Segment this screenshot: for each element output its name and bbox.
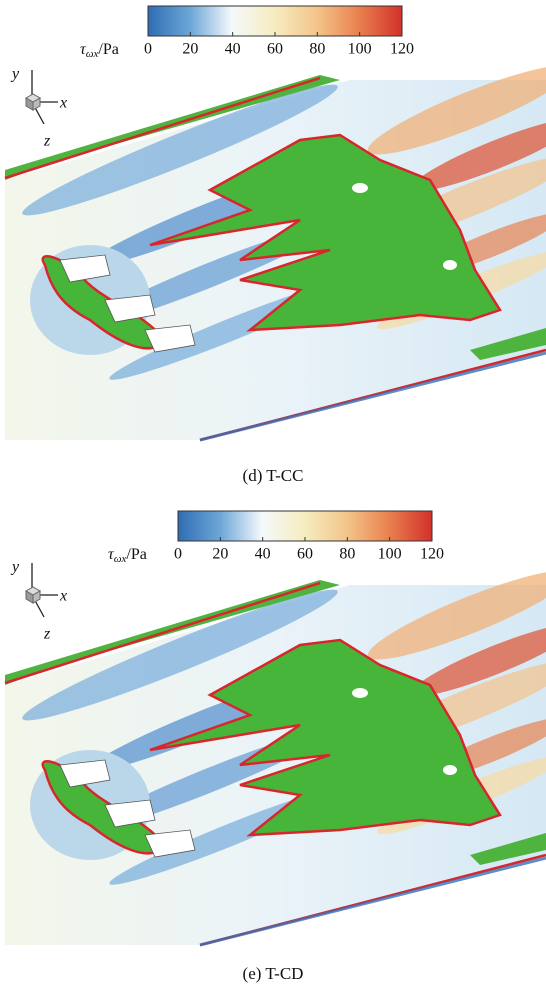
axis-triad <box>26 70 58 124</box>
axis-label: z <box>43 626 51 643</box>
colorbar-label: τωx/Pa <box>108 546 147 565</box>
tick-label: 40 <box>255 546 271 563</box>
colorbar <box>148 6 402 36</box>
tick-label: 20 <box>182 41 198 58</box>
tick-label: 40 <box>225 41 241 58</box>
axis-label: z <box>43 133 51 150</box>
tick-label: 60 <box>297 546 313 563</box>
axis-label: x <box>59 588 67 605</box>
caption: (d) T-CC <box>243 466 304 485</box>
figure: τωx/Pa 0 20 40 60 80 100 120 y x z (d) T-CC τω… <box>0 0 546 995</box>
axis-label: x <box>59 95 67 112</box>
flow-field <box>5 52 546 440</box>
colorbar <box>178 511 432 541</box>
tick-label: 0 <box>174 546 182 563</box>
caption: (e) T-CD <box>243 964 304 983</box>
axis-label: y <box>10 66 20 83</box>
tick-label: 120 <box>390 41 414 58</box>
axis-label: y <box>10 559 20 576</box>
panel: τωx/Pa 0 20 40 60 80 100 120 y x z (d) T-CC <box>5 6 546 485</box>
panel: τωx/Pa 0 20 40 60 80 100 120 y x z (e) T-CD <box>5 511 546 983</box>
tick-label: 20 <box>212 546 228 563</box>
tick-label: 80 <box>309 41 325 58</box>
tick-label: 120 <box>420 546 444 563</box>
tick-label: 60 <box>267 41 283 58</box>
tick-label: 100 <box>348 41 372 58</box>
tick-label: 80 <box>339 546 355 563</box>
tick-label: 100 <box>378 546 402 563</box>
flow-field <box>5 557 546 945</box>
axis-triad <box>26 563 58 617</box>
colorbar-label: τωx/Pa <box>80 41 119 60</box>
tick-label: 0 <box>144 41 152 58</box>
